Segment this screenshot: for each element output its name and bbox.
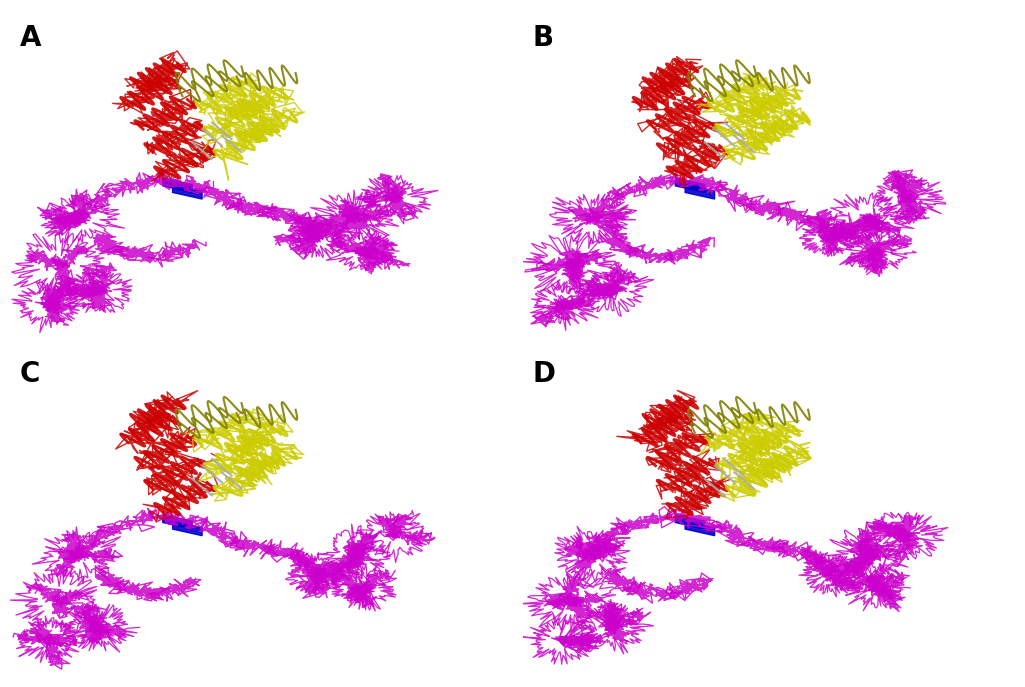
Polygon shape <box>675 178 705 192</box>
Polygon shape <box>675 515 705 529</box>
Polygon shape <box>685 521 714 536</box>
Text: B: B <box>533 23 554 52</box>
Text: C: C <box>20 360 40 388</box>
Polygon shape <box>172 185 202 199</box>
Text: A: A <box>20 23 42 52</box>
Polygon shape <box>172 521 202 536</box>
Text: D: D <box>533 360 556 388</box>
Polygon shape <box>163 178 193 192</box>
Polygon shape <box>685 185 714 199</box>
Polygon shape <box>163 515 193 529</box>
